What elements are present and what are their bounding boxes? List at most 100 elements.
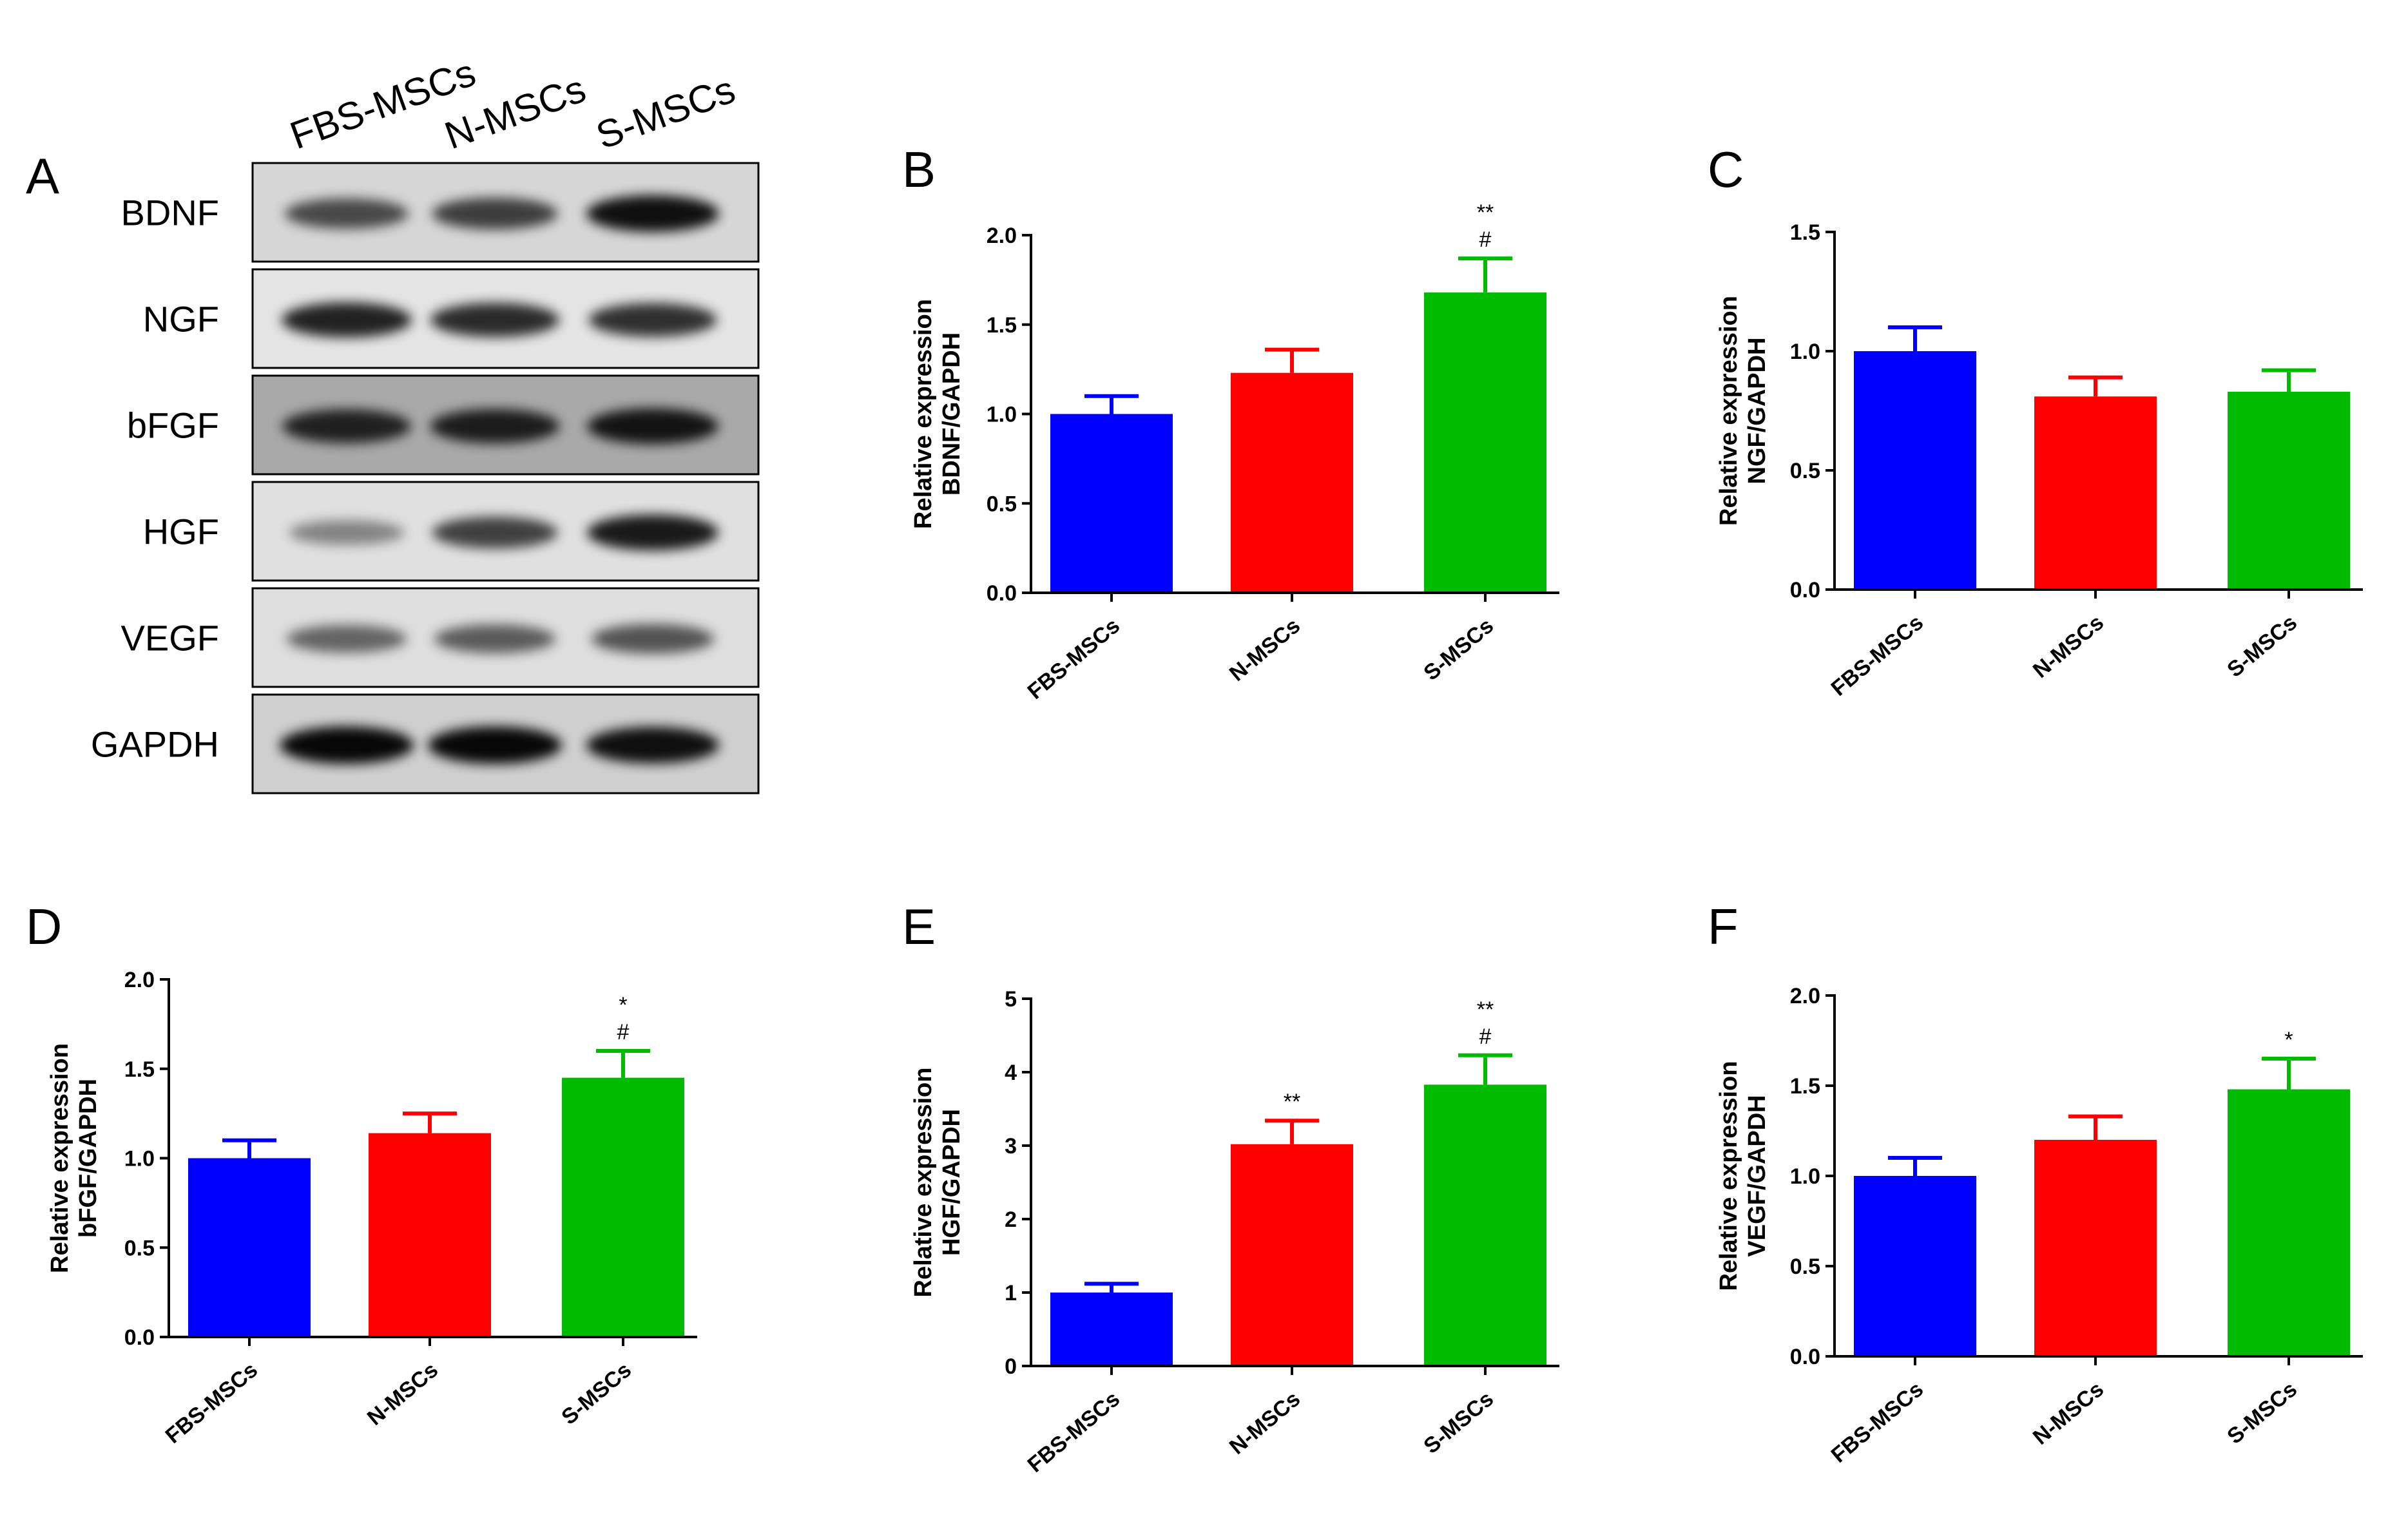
blot-row-label: VEGF — [121, 618, 219, 659]
x-tick-label: S-MSCs — [557, 1358, 636, 1430]
y-tick-label: 0.0 — [1790, 1345, 1820, 1369]
y-tick-label: 0 — [1005, 1354, 1017, 1379]
significance-marker: ** — [1284, 1090, 1300, 1114]
significance-marker: ** — [1477, 997, 1494, 1022]
panel-letter: E — [902, 898, 936, 955]
y-tick-label: 1.0 — [124, 1147, 155, 1171]
y-tick-label: 2.0 — [987, 224, 1017, 248]
y-tick-label: 0.5 — [1790, 459, 1820, 483]
blot-band — [432, 197, 558, 230]
y-axis-label: Relative expressionbFGF/GAPDH — [46, 1043, 102, 1273]
bar — [2228, 1089, 2350, 1356]
x-tick-label: S-MSCs — [2222, 1377, 2302, 1449]
x-tick-label: FBS-MSCs — [1023, 613, 1125, 704]
bar-chart-f: F Relative expressionVEGF/GAPDH FBS-MSCs N-… — [1708, 898, 2363, 1468]
blot-band — [434, 624, 555, 653]
panel-letter: B — [902, 141, 936, 198]
y-tick-label: 1 — [1005, 1281, 1017, 1305]
blot-row-label: HGF — [143, 512, 219, 552]
x-tick-label: FBS-MSCs — [1827, 1377, 1929, 1468]
blot-band — [587, 408, 718, 445]
y-axis-label: Relative expressionHGF/GAPDH — [910, 1068, 965, 1298]
bar — [2034, 396, 2157, 590]
bar — [1050, 1293, 1173, 1366]
blot-band — [282, 409, 411, 443]
x-tick-label: N-MSCs — [1225, 613, 1305, 686]
blot-band — [430, 409, 560, 444]
y-tick-label: 1.0 — [987, 403, 1017, 427]
blot-band — [280, 726, 414, 764]
panel-letter: F — [1708, 898, 1739, 955]
y-axis-label: Relative expressionNGF/GAPDH — [1715, 296, 1771, 526]
blot-row-label: bFGF — [127, 405, 219, 446]
y-tick-label: 1.5 — [1790, 220, 1820, 245]
x-tick-label: S-MSCs — [2222, 610, 2302, 682]
blot-band — [592, 624, 714, 654]
y-tick-label: 1.0 — [1790, 340, 1820, 364]
y-tick-label: 5 — [1005, 987, 1017, 1012]
panel-letter: C — [1708, 141, 1744, 198]
significance-marker: ** — [1477, 200, 1494, 225]
x-tick-label: N-MSCs — [1225, 1387, 1305, 1459]
y-tick-label: 1.5 — [1790, 1074, 1820, 1099]
blot-band — [586, 195, 719, 233]
y-tick-label: 1.5 — [987, 313, 1017, 338]
significance-marker: # — [1479, 227, 1492, 252]
bar — [1854, 1176, 1976, 1356]
y-tick-label: 0.0 — [987, 581, 1017, 606]
blot-band — [432, 516, 558, 549]
blot-lane-label: S-MSCs — [591, 68, 741, 157]
bar — [1231, 1144, 1353, 1366]
bar — [1424, 1084, 1546, 1366]
blot-band — [587, 514, 718, 551]
x-tick-label: N-MSCs — [2028, 1377, 2108, 1450]
blot-band — [428, 726, 562, 764]
blot-band — [430, 303, 559, 337]
y-tick-label: 1.5 — [124, 1057, 155, 1082]
bar-chart-e: E Relative expressionHGF/GAPDH FBS-MSCs ** N… — [902, 898, 1559, 1477]
bar — [2034, 1140, 2157, 1356]
bar — [1424, 292, 1546, 593]
y-tick-label: 1.0 — [1790, 1164, 1820, 1189]
x-tick-label: FBS-MSCs — [1023, 1387, 1125, 1477]
panel-letter: D — [26, 898, 62, 955]
x-tick-label: N-MSCs — [363, 1358, 443, 1430]
panel-letter-a: A — [26, 148, 59, 204]
y-axis-label: Relative expressionBDNF/GAPDH — [910, 299, 965, 529]
bar — [188, 1158, 311, 1337]
bar-chart-c: C Relative expressionNGF/GAPDH FBS-MSCs N-M… — [1708, 141, 2363, 701]
y-tick-label: 0.5 — [987, 492, 1017, 516]
blot-row-label: GAPDH — [91, 724, 219, 765]
significance-marker: * — [2284, 1028, 2293, 1052]
y-axis-label: Relative expressionVEGF/GAPDH — [1715, 1061, 1771, 1291]
bar-chart-b: B Relative expressionBDNF/GAPDH FBS-MSCs N-… — [902, 141, 1559, 704]
y-tick-label: 4 — [1005, 1061, 1017, 1085]
y-tick-label: 3 — [1005, 1134, 1017, 1159]
x-tick-label: N-MSCs — [2028, 610, 2108, 683]
x-tick-label: FBS-MSCs — [161, 1358, 263, 1448]
bar — [1854, 351, 1976, 590]
y-tick-label: 0.0 — [124, 1325, 155, 1350]
bar — [1231, 372, 1353, 593]
bar — [1050, 414, 1173, 593]
significance-marker: # — [617, 1020, 630, 1044]
x-tick-label: S-MSCs — [1419, 613, 1498, 686]
y-tick-label: 0.5 — [1790, 1255, 1820, 1279]
x-tick-label: S-MSCs — [1419, 1387, 1498, 1459]
blot-band — [586, 726, 719, 764]
bar-chart-d: D Relative expressionbFGF/GAPDH FBS-MSCs N-… — [26, 898, 697, 1448]
y-tick-label: 2.0 — [1790, 984, 1820, 1008]
y-tick-label: 2.0 — [124, 968, 155, 992]
blot-band — [588, 303, 717, 337]
blot-band — [287, 624, 407, 653]
y-tick-label: 0.5 — [124, 1236, 155, 1260]
x-tick-label: FBS-MSCs — [1827, 610, 1929, 701]
significance-marker: * — [619, 993, 627, 1017]
bar-charts: B Relative expressionBDNF/GAPDH FBS-MSCs N-… — [26, 141, 2363, 1477]
bar — [369, 1133, 491, 1337]
blot-band — [285, 198, 409, 229]
blot-band — [289, 520, 405, 545]
blot-band — [282, 302, 412, 338]
